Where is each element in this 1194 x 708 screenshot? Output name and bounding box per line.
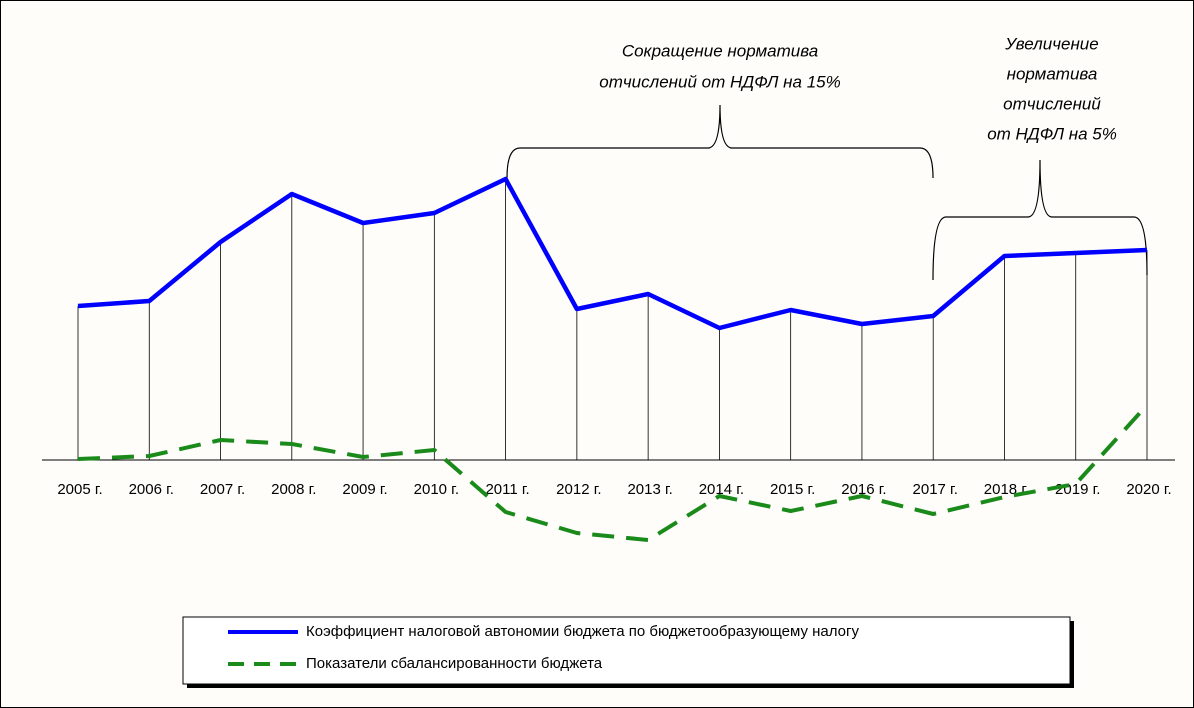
annotation: Увеличение [1004, 34, 1098, 53]
x-tick-label: 2019 г. [1055, 481, 1100, 498]
annotation: от НДФЛ на 5% [987, 124, 1117, 143]
x-tick-label: 2014 г. [699, 481, 744, 498]
x-tick-label: 2013 г. [627, 481, 672, 498]
annotation: отчислений [1003, 94, 1101, 113]
annotation: Сокращение норматива [622, 41, 818, 60]
legend-label: Коэффициент налоговой автономии бюджета … [306, 623, 859, 640]
x-tick-label: 2016 г. [841, 481, 886, 498]
x-tick-label: 2005 г. [57, 481, 102, 498]
x-tick-label: 2010 г. [414, 481, 459, 498]
brace [506, 104, 934, 179]
brace [932, 159, 1148, 281]
x-tick-label: 2009 г. [342, 481, 387, 498]
series-line [77, 176, 1148, 331]
legend [182, 616, 1071, 685]
series-line [77, 403, 1149, 542]
x-tick-label: 2017 г. [913, 481, 958, 498]
x-tick-label: 2015 г. [770, 481, 815, 498]
annotation: норматива [1007, 64, 1098, 83]
x-tick-label: 2020 г. [1126, 481, 1171, 498]
x-tick-label: 2006 г. [129, 481, 174, 498]
x-tick-label: 2011 г. [485, 481, 529, 498]
legend-label: Показатели сбалансированности бюджета [306, 655, 603, 672]
x-tick-label: 2008 г. [271, 481, 316, 498]
annotation: отчислений от НДФЛ на 15% [599, 72, 840, 91]
x-tick-label: 2007 г. [200, 481, 245, 498]
x-tick-label: 2012 г. [556, 481, 601, 498]
